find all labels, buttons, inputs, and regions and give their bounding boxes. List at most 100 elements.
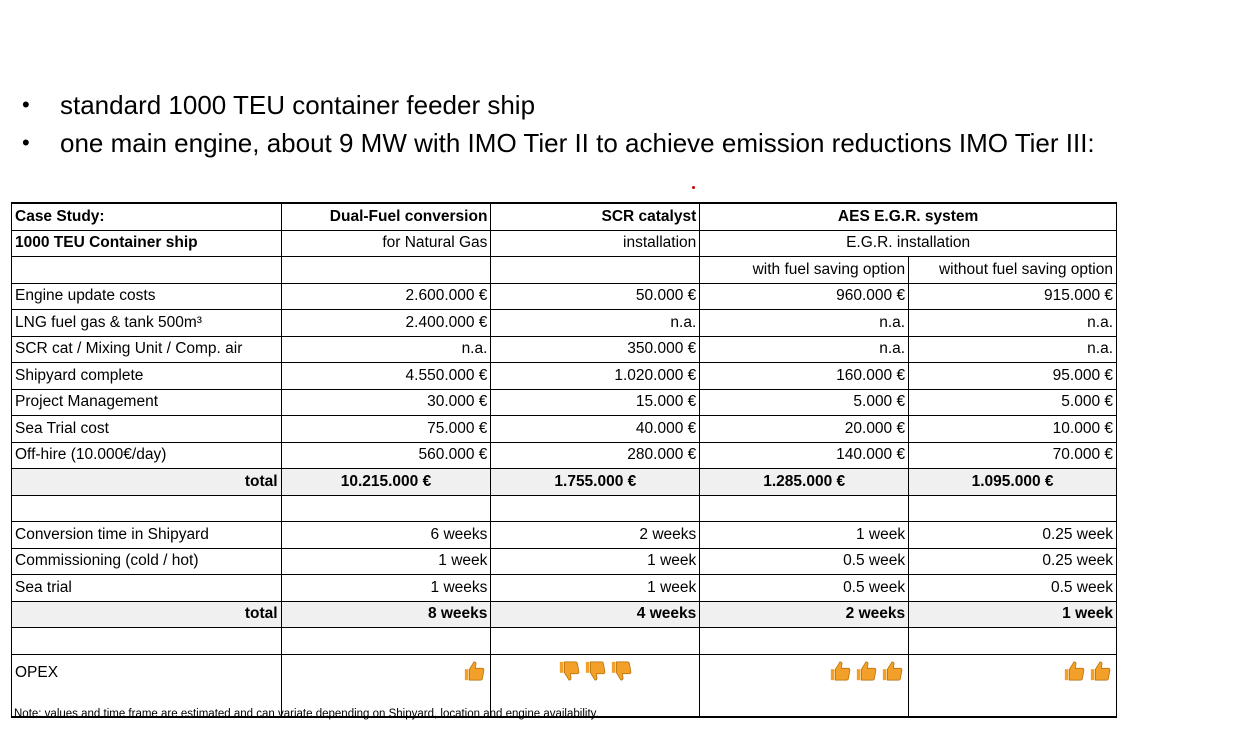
value-cell: 0.25 week <box>908 548 1117 575</box>
value-cell: 20.000 € <box>699 415 910 443</box>
row-label: Project Management <box>11 389 282 416</box>
row-label: Commissioning (cold / hot) <box>11 548 282 575</box>
cost-total-row: total 10.215.000 € 1.755.000 € 1.285.000… <box>11 468 1117 496</box>
value-cell: 350.000 € <box>490 336 701 363</box>
header-cell: installation <box>490 230 701 257</box>
row-label: SCR cat / Mixing Unit / Comp. air <box>11 336 282 363</box>
row-label: Shipyard complete <box>11 362 282 390</box>
thumbs-up-icon <box>1089 660 1111 686</box>
value-cell: 5.000 € <box>699 389 910 416</box>
value-cell: n.a. <box>699 336 910 363</box>
cost-row: LNG fuel gas & tank 500m³ 2.400.000 € n.a.… <box>11 309 1117 337</box>
spacer-row <box>11 495 1117 522</box>
row-label: Engine update costs <box>11 283 282 310</box>
row-label: Sea trial <box>11 574 282 602</box>
header-cell: with fuel saving option <box>699 256 910 284</box>
cost-row: Off-hire (10.000€/day) 560.000 €280.000 €… <box>11 442 1117 469</box>
value-cell: 6 weeks <box>280 521 492 549</box>
opex-rating <box>908 654 1117 691</box>
value-cell: 0.5 week <box>699 548 910 575</box>
value-cell: 280.000 € <box>490 442 701 469</box>
value-cell: 0.5 week <box>699 574 910 602</box>
total-cell: 4 weeks <box>490 601 701 628</box>
opex-label: OPEX <box>11 654 282 691</box>
time-row: Conversion time in Shipyard 6 weeks 2 week… <box>11 521 1117 549</box>
value-cell: 5.000 € <box>908 389 1117 416</box>
total-label: total <box>11 468 282 496</box>
value-cell: 1 week <box>280 548 492 575</box>
thumbs-up-icon <box>1063 660 1085 686</box>
value-cell: 2 weeks <box>490 521 701 549</box>
header-cell <box>11 256 282 284</box>
bottom-row <box>11 690 1117 718</box>
value-cell: 15.000 € <box>490 389 701 416</box>
header-cell: E.G.R. installation <box>699 230 1117 257</box>
value-cell: 50.000 € <box>490 283 701 310</box>
cost-row: SCR cat / Mixing Unit / Comp. air n.a. 350… <box>11 336 1117 363</box>
thumbs-up-icon <box>881 660 903 686</box>
row-label: Off-hire (10.000€/day) <box>11 442 282 469</box>
total-label: total <box>11 601 282 628</box>
row-label: Sea Trial cost <box>11 415 282 443</box>
time-total-row: total 8 weeks 4 weeks 2 weeks 1 week <box>11 601 1117 628</box>
total-cell: 1.095.000 € <box>908 468 1117 496</box>
time-rows: Conversion time in Shipyard 6 weeks 2 week… <box>11 521 1117 602</box>
total-cell: 10.215.000 € <box>280 468 492 496</box>
thumbs-down-icon <box>610 660 632 686</box>
value-cell: n.a. <box>908 336 1117 363</box>
header-cell <box>280 256 492 284</box>
total-cell: 1.755.000 € <box>490 468 701 496</box>
value-cell: 0.25 week <box>908 521 1117 549</box>
spacer-row <box>11 627 1117 655</box>
thumbs-down-icon <box>584 660 606 686</box>
value-cell: 915.000 € <box>908 283 1117 310</box>
total-cell: 1.285.000 € <box>699 468 910 496</box>
cost-row: Sea Trial cost 75.000 €40.000 €20.000 €10… <box>11 415 1117 443</box>
row-label: Conversion time in Shipyard <box>11 521 282 549</box>
opex-rating <box>490 654 701 691</box>
bullet-item: standard 1000 TEU container feeder ship <box>22 86 1095 124</box>
cost-row: Shipyard complete 4.550.000 €1.020.000 €1… <box>11 362 1117 390</box>
comparison-table: Case Study: Dual-Fuel conversion SCR cat… <box>11 202 1117 718</box>
cost-row: Project Management 30.000 €15.000 €5.000 … <box>11 389 1117 416</box>
value-cell: 160.000 € <box>699 362 910 390</box>
thumbs-up-icon <box>855 660 877 686</box>
value-cell: 95.000 € <box>908 362 1117 390</box>
value-cell: 0.5 week <box>908 574 1117 602</box>
thumbs-down-icon <box>558 660 580 686</box>
footnote: Note: values and time frame are estimate… <box>14 708 599 720</box>
header-cell: for Natural Gas <box>280 230 492 257</box>
header-row-1: Case Study: Dual-Fuel conversion SCR cat… <box>11 202 1117 231</box>
bullet-list: standard 1000 TEU container feeder ship … <box>22 86 1095 162</box>
header-cell: Dual-Fuel conversion <box>280 202 492 231</box>
header-cell: AES E.G.R. system <box>699 202 1117 231</box>
value-cell: 1 week <box>490 574 701 602</box>
value-cell: 75.000 € <box>280 415 492 443</box>
time-row: Commissioning (cold / hot) 1 week 1 week 0.… <box>11 548 1117 575</box>
header-cell <box>490 256 701 284</box>
header-cell: Case Study: <box>11 202 282 231</box>
value-cell: 10.000 € <box>908 415 1117 443</box>
value-cell: 40.000 € <box>490 415 701 443</box>
value-cell: 1 weeks <box>280 574 492 602</box>
header-cell: without fuel saving option <box>908 256 1117 284</box>
opex-rating <box>699 654 910 691</box>
cost-row: Engine update costs 2.600.000 €50.000 €96… <box>11 283 1117 310</box>
red-dot-mark <box>692 186 695 189</box>
value-cell: 1.020.000 € <box>490 362 701 390</box>
header-cell: SCR catalyst <box>490 202 701 231</box>
value-cell: 2.600.000 € <box>280 283 492 310</box>
value-cell: 960.000 € <box>699 283 910 310</box>
header-row-2: 1000 TEU Container ship for Natural Gas … <box>11 230 1117 257</box>
value-cell: n.a. <box>699 309 910 337</box>
thumbs-up-icon <box>463 660 485 686</box>
opex-rating <box>280 654 492 691</box>
total-cell: 2 weeks <box>699 601 910 628</box>
value-cell: n.a. <box>280 336 492 363</box>
value-cell: 4.550.000 € <box>280 362 492 390</box>
value-cell: n.a. <box>908 309 1117 337</box>
cost-rows: Engine update costs 2.600.000 €50.000 €96… <box>11 283 1117 469</box>
value-cell: 70.000 € <box>908 442 1117 469</box>
value-cell: n.a. <box>490 309 701 337</box>
total-cell: 1 week <box>908 601 1117 628</box>
